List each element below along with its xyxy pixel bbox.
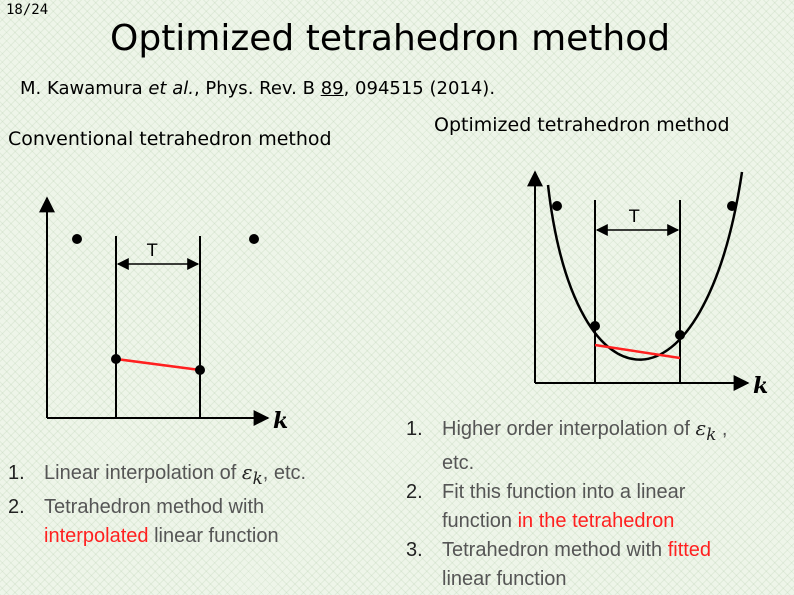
right-parabola xyxy=(546,171,744,361)
epsilon-subscript: k xyxy=(706,425,717,444)
right-list: 1. Higher order interpolation of εk , etc… xyxy=(406,414,727,594)
left-point-3 xyxy=(111,354,121,364)
right-list-item-2: 2. Fit this function into a linear xyxy=(406,478,727,507)
right-point-4 xyxy=(675,330,685,340)
right-diagram: T k xyxy=(527,170,768,399)
list-number: 1. xyxy=(406,418,423,440)
left-list-item-1: 1. Linear interpolation of εk, etc. xyxy=(8,460,307,488)
left-heading: Conventional tetrahedron method xyxy=(8,128,332,150)
list-number: 2. xyxy=(8,496,25,518)
right-list-item-1: 1. Higher order interpolation of εk , xyxy=(406,416,728,444)
right-point-3 xyxy=(590,321,600,331)
right-fitted-line xyxy=(594,343,681,360)
citation: M. Kawamura et al., Phys. Rev. B 89, 094… xyxy=(20,78,495,99)
right-list-item-3-cont: linear function xyxy=(442,568,567,590)
citation-rest: , 094515 (2014). xyxy=(343,78,496,99)
left-list: 1. Linear interpolation of εk, etc. 2. Tet… xyxy=(8,458,306,551)
epsilon-subscript: k xyxy=(252,469,263,488)
left-list-item-2-cont: interpolated linear function xyxy=(44,525,279,547)
left-axis-label: k xyxy=(273,408,288,434)
list-number: 3. xyxy=(406,539,423,561)
slide-title: Optimized tetrahedron method xyxy=(110,18,671,59)
right-point-1 xyxy=(552,201,562,211)
citation-journal: , Phys. Rev. B xyxy=(193,78,321,99)
left-list-item-2: 2. Tetrahedron method with xyxy=(8,493,306,522)
page-number: 18/24 xyxy=(6,2,49,18)
epsilon-symbol: ε xyxy=(695,416,707,440)
red-emphasis: fitted xyxy=(667,539,712,561)
citation-authors: M. Kawamura xyxy=(20,78,149,99)
left-interpolation-line xyxy=(115,357,201,372)
right-point-2 xyxy=(727,201,737,211)
red-emphasis: in the tetrahedron xyxy=(517,510,675,532)
left-point-2 xyxy=(249,234,259,244)
right-axis-label: k xyxy=(753,373,768,399)
left-point-4 xyxy=(195,365,205,375)
right-list-item-2-cont: function in the tetrahedron xyxy=(442,510,675,532)
right-heading: Optimized tetrahedron method xyxy=(434,114,730,136)
red-emphasis: interpolated xyxy=(44,525,149,547)
left-point-1 xyxy=(72,234,82,244)
left-tetra-label: T xyxy=(146,241,158,261)
list-number: 1. xyxy=(8,462,25,484)
right-list-item-1-cont: etc. xyxy=(442,452,475,474)
list-number: 2. xyxy=(406,481,423,503)
right-tetra-label: T xyxy=(628,207,640,227)
citation-volume: 89 xyxy=(320,78,344,99)
epsilon-symbol: ε xyxy=(241,460,253,484)
right-list-item-3: 3. Tetrahedron method with fitted xyxy=(406,536,727,565)
left-diagram: T k xyxy=(39,196,288,434)
citation-etal: et al. xyxy=(148,78,194,99)
